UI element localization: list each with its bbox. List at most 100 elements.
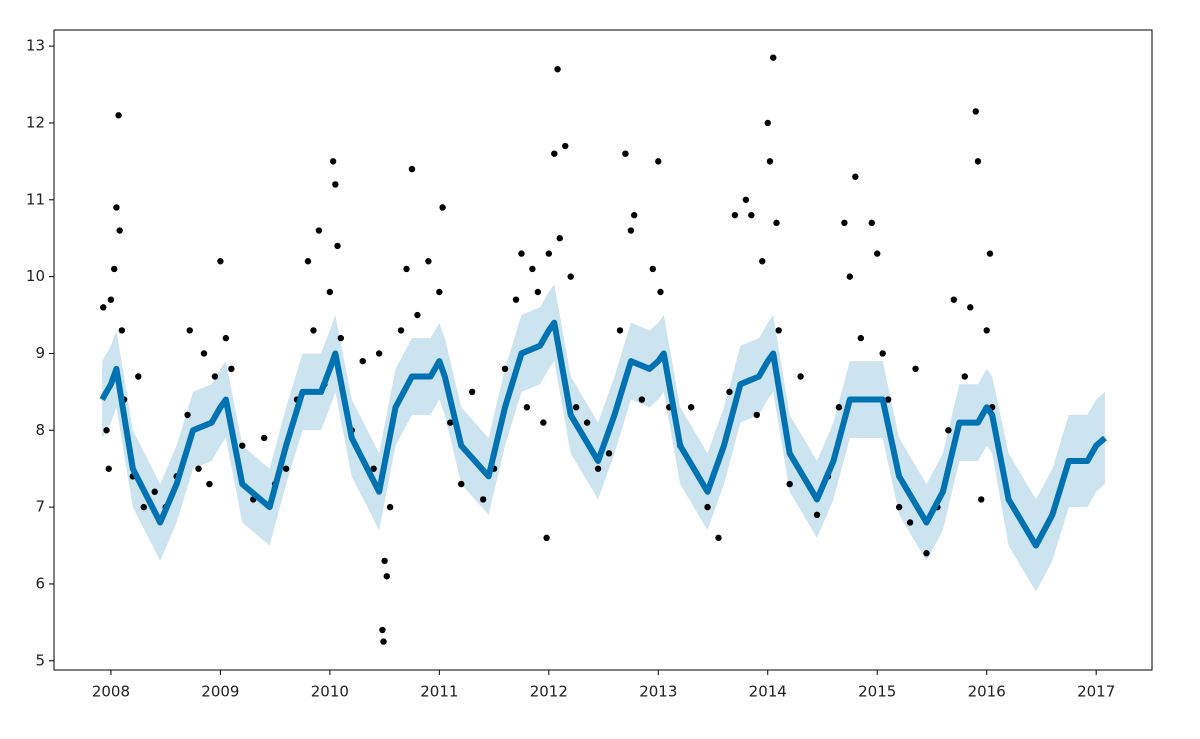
observed-point [103, 427, 110, 434]
observed-point [753, 411, 761, 419]
observed-point [786, 480, 793, 488]
observed-point [967, 304, 974, 311]
observed-point [135, 373, 142, 380]
observed-point [436, 288, 443, 296]
observed-point [397, 327, 405, 334]
observed-point [775, 327, 782, 334]
x-tick-label: 2015 [858, 683, 896, 701]
observed-point [315, 227, 323, 234]
observed-point [414, 311, 421, 319]
observed-point [657, 288, 664, 296]
observed-point [986, 250, 994, 257]
observed-point [337, 334, 345, 342]
forecast-line [99, 319, 1107, 549]
observed-point [622, 150, 629, 157]
x-tick-label: 2017 [1077, 683, 1115, 701]
observed-point [759, 258, 766, 265]
observed-point [961, 373, 969, 380]
observed-point [184, 411, 191, 419]
y-tick-label: 5 [35, 651, 45, 669]
observed-point [375, 350, 383, 357]
observed-point [512, 296, 520, 303]
observed-point [923, 550, 930, 557]
observed-point [211, 373, 219, 380]
observed-point [551, 150, 558, 157]
observed-point [583, 419, 591, 426]
observed-point [282, 465, 290, 472]
observed-point [379, 626, 386, 634]
observed-point [655, 158, 662, 165]
observed-point [972, 108, 979, 115]
observed-point [479, 496, 487, 503]
observed-point [118, 327, 126, 334]
observed-point [841, 219, 848, 227]
observed-point [310, 327, 317, 334]
observed-point [562, 142, 569, 150]
observed-point [329, 158, 337, 165]
observed-point [556, 235, 563, 242]
observed-point [383, 573, 390, 580]
observed-point [260, 434, 268, 442]
observed-point [797, 373, 804, 380]
observed-point [332, 181, 339, 188]
y-tick-label: 7 [35, 498, 45, 516]
observed-point [912, 365, 919, 373]
observed-point [115, 112, 122, 119]
y-tick-label: 11 [26, 190, 45, 208]
y-tick-label: 8 [35, 421, 45, 439]
observed-point [895, 503, 903, 511]
observed-point [408, 165, 416, 173]
observed-point [715, 534, 722, 542]
observed-point [523, 404, 531, 411]
observed-point [447, 419, 454, 426]
observed-point [439, 204, 446, 211]
observed-point [545, 250, 553, 257]
observed-point [983, 327, 990, 334]
observed-point [638, 396, 646, 403]
observed-point [518, 250, 525, 257]
y-tick-label: 9 [35, 344, 45, 362]
observed-point [425, 258, 432, 265]
observed-point [403, 265, 410, 273]
observed-point [627, 227, 635, 234]
observed-point [105, 465, 112, 472]
observed-point [630, 211, 638, 219]
observed-point [540, 419, 547, 426]
y-tick-label: 6 [35, 574, 45, 592]
observed-point [501, 365, 509, 373]
observed-point [857, 334, 865, 342]
observed-point [554, 65, 561, 73]
x-tick-label: 2009 [201, 683, 239, 701]
observed-point [380, 638, 387, 645]
observed-point [186, 327, 193, 334]
observed-point [572, 404, 580, 411]
observed-point [239, 442, 246, 449]
observed-point [100, 304, 107, 311]
observed-point [529, 265, 536, 273]
observed-point [950, 296, 958, 303]
observed-point [113, 204, 120, 211]
x-tick-label: 2016 [968, 683, 1006, 701]
observed-point [704, 503, 711, 511]
observed-point [381, 557, 388, 565]
observed-point [868, 219, 875, 227]
observed-point [107, 296, 115, 303]
observed-point [370, 465, 377, 472]
x-tick-label: 2014 [749, 683, 787, 701]
observed-point [386, 503, 394, 511]
observed-point [906, 519, 914, 526]
y-tick-label: 13 [26, 37, 45, 55]
observed-point [543, 534, 550, 542]
observed-point [359, 357, 366, 365]
observed-point [742, 196, 750, 203]
x-tick-label: 2013 [639, 683, 677, 701]
observed-point [846, 273, 854, 280]
observed-point [217, 258, 224, 265]
observed-point [748, 211, 755, 219]
y-tick-label: 10 [26, 267, 45, 285]
observed-point [111, 265, 118, 273]
observed-point [206, 480, 213, 488]
observed-point [945, 427, 952, 434]
x-tick-label: 2011 [420, 683, 458, 701]
